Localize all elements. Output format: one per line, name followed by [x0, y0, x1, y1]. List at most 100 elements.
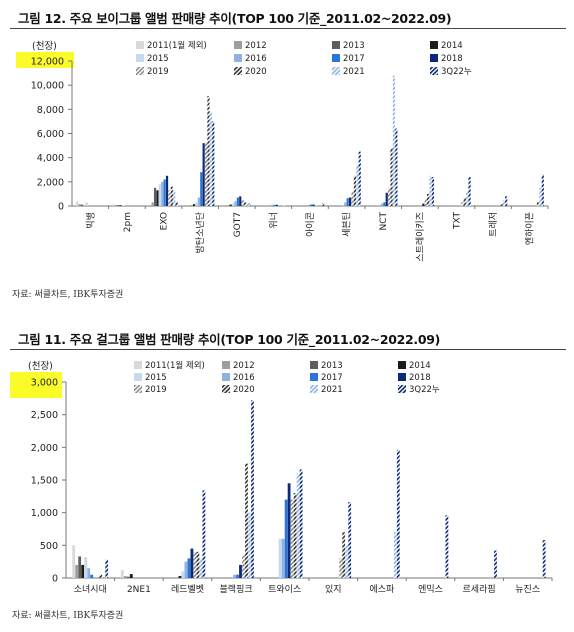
legend-label: 2019: [147, 67, 169, 77]
legend-swatch: [430, 67, 438, 75]
legend-swatch: [222, 373, 230, 381]
bar-3-6: [184, 561, 188, 578]
bar-13-11: [539, 187, 542, 206]
bar-3-11: [173, 190, 176, 206]
x-tick-label: 세븐틴: [342, 212, 353, 237]
bar-4-7: [200, 172, 203, 206]
legend-label: 2018: [409, 373, 431, 383]
bar-5-12: [248, 203, 251, 206]
bar-1-5: [84, 557, 88, 578]
bar-5-6: [234, 201, 237, 206]
bar-2-2: [123, 576, 127, 578]
x-tick-label: 에스파: [369, 584, 395, 595]
bar-7-12: [396, 449, 400, 578]
legend-swatch: [134, 385, 142, 393]
bar-9-6: [380, 203, 384, 206]
x-tick-label: 엔하이픈: [525, 212, 536, 245]
bar-9-8: [385, 192, 388, 206]
legend-label: 2016: [245, 54, 267, 64]
x-tick-label: 트레저: [488, 212, 499, 237]
bar-6-12: [348, 502, 352, 578]
bar-8-5: [341, 204, 345, 206]
bar-3-2: [151, 202, 154, 206]
bar-3-7: [187, 558, 191, 578]
legend-label: 2015: [145, 373, 167, 383]
chart1-legend: 2011(1월 제외) 2012 2013 2014 2015 2016 2017 2018 2…: [136, 40, 472, 77]
bar-9-9: [388, 187, 391, 206]
bar-2-4: [129, 574, 133, 578]
chart1-unit-label: (천장): [32, 41, 57, 52]
chart2-unit-label: (천장): [28, 361, 53, 372]
bar-6-8: [275, 204, 278, 206]
bar-2-3: [117, 205, 120, 206]
bar-12-12: [505, 196, 508, 206]
bar-4-6: [197, 197, 200, 206]
legend-label: 2013: [343, 41, 365, 51]
bar-2-5: [122, 205, 125, 206]
legend-swatch: [398, 373, 406, 381]
legend-swatch: [134, 361, 142, 369]
y-tick-label: 2,000: [37, 177, 64, 188]
legend-swatch: [234, 67, 242, 75]
bar-4-4: [192, 204, 196, 206]
bar-10-11: [429, 175, 432, 206]
legend-swatch: [136, 41, 144, 49]
x-tick-label: 스트레이키즈: [415, 212, 426, 262]
bar-5-5: [278, 538, 282, 578]
x-tick-label: 2pm: [123, 212, 133, 232]
bar-10-12: [431, 177, 435, 206]
bar-10-12: [542, 540, 546, 578]
bar-5-6: [281, 538, 285, 578]
bar-11-11: [466, 191, 469, 206]
bar-1-4: [81, 564, 85, 578]
bar-5-7: [284, 499, 288, 578]
bar-2-2: [114, 205, 118, 206]
bar-8-12: [445, 515, 449, 578]
bar-4-10: [245, 463, 248, 578]
legend-swatch: [134, 373, 142, 381]
bar-5-4: [229, 204, 232, 206]
legend-label: 3Q22누: [441, 67, 472, 77]
chart2-title: 그림 11. 주요 걸그룹 앨범 판매량 추이(TOP 100 기준_2011.…: [18, 332, 441, 347]
bar-4-9: [204, 141, 208, 206]
bar-6-9: [339, 558, 343, 578]
bar-8-12: [358, 151, 361, 206]
bar-5-8: [239, 196, 242, 206]
legend-label: 2011(1월 제외): [147, 40, 207, 51]
x-tick-label: TXT: [452, 212, 462, 231]
bar-1-7: [90, 574, 94, 578]
legend-label: 2014: [441, 41, 463, 51]
chart1-highlight-marker: [16, 52, 74, 68]
bar-3-4: [178, 576, 182, 578]
legend-label: 2015: [147, 54, 169, 64]
bar-12-11: [502, 199, 505, 206]
y-tick-label: 6,000: [37, 129, 64, 140]
bar-1-1: [72, 545, 76, 578]
legend-swatch: [234, 54, 242, 62]
y-tick-label: 2,500: [31, 410, 58, 421]
chart1-title: 그림 12. 주요 보이그룹 앨범 판매량 추이(TOP 100 기준_2011…: [18, 11, 452, 26]
chart1-source: 자료: 써클차트, IBK투자증권: [12, 290, 124, 300]
y-tick-label-highlighted: 3,000: [31, 378, 58, 389]
bar-8-9: [351, 191, 354, 206]
bar-1-10: [99, 574, 103, 578]
x-tick-label: 2NE1: [127, 585, 151, 595]
bar-4-12: [212, 121, 215, 206]
x-tick-label: 트와이스: [268, 583, 301, 595]
bar-4-3: [190, 205, 193, 206]
bar-7-6: [307, 204, 310, 206]
legend-swatch: [136, 67, 144, 75]
bar-4-8: [239, 564, 242, 578]
legend-label: 3Q22누: [409, 385, 440, 395]
bar-5-10: [243, 202, 247, 206]
bar-6-11: [282, 205, 286, 206]
x-tick-label: EXO: [160, 212, 170, 230]
legend-swatch: [332, 67, 340, 75]
legend-label: 2012: [245, 41, 267, 51]
chart2-legend: 2011(1월 제외) 2012 2013 2014 2015 2016 2017 2018 2…: [134, 360, 440, 395]
legend-swatch: [332, 54, 340, 62]
bar-8-7: [346, 198, 349, 206]
chart2-title-rule: [10, 349, 566, 350]
bar-1-12: [105, 559, 109, 578]
chart2-source: 자료: 써클차트, IBK투자증권: [12, 611, 124, 621]
